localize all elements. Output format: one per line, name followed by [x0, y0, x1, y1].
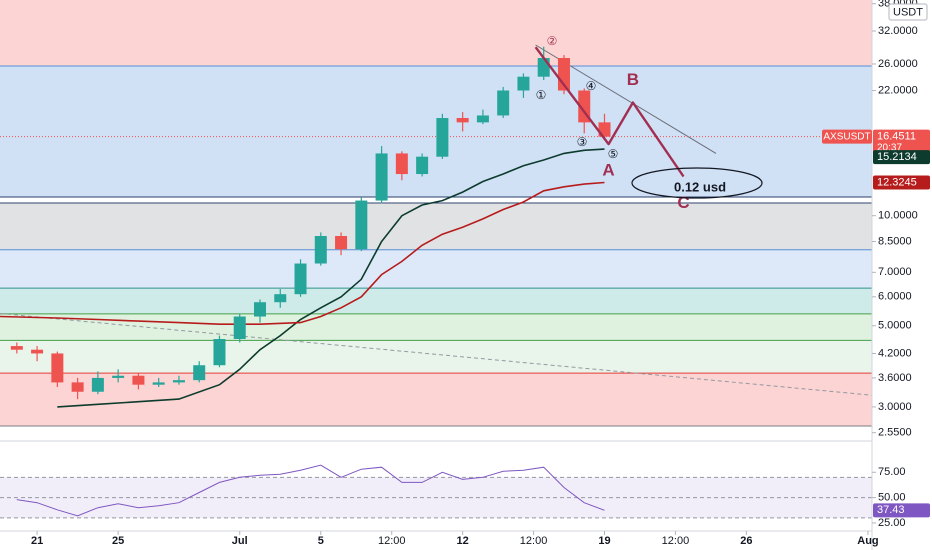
y-tick-label: 8.5000: [878, 235, 912, 247]
ma-value-box: [873, 175, 930, 190]
x-tick-label: 21: [31, 535, 43, 547]
level-band: [0, 0, 872, 67]
currency: USDT: [893, 6, 923, 18]
candle-body: [436, 118, 449, 157]
candle-body: [233, 316, 246, 340]
candle-body: [355, 200, 368, 250]
y-tick-label: 6.0000: [878, 291, 912, 303]
last-price: 16.4511: [877, 131, 916, 143]
y-tick-label: 5.0000: [878, 320, 912, 332]
x-tick-label: 12:00: [520, 535, 548, 547]
candle-body: [314, 236, 327, 264]
level-bands: [0, 0, 872, 427]
level-band: [0, 373, 872, 426]
countdown: 20:37: [877, 142, 902, 153]
candle-body: [395, 153, 408, 175]
level-band: [0, 66, 872, 197]
y-tick-label: 4.2000: [878, 347, 912, 359]
wave-path: [534, 46, 685, 178]
x-tick-label: 25: [112, 535, 124, 547]
y-tick-label: 32.0000: [878, 25, 918, 37]
level-band: [0, 203, 872, 250]
candle-body: [294, 263, 307, 295]
candle-body: [51, 353, 64, 383]
candle-body: [132, 375, 145, 385]
annotation-ellipse: [631, 167, 763, 199]
candle-body: [91, 377, 104, 392]
y-tick-label: 7.0000: [878, 266, 912, 278]
candle-body: [112, 375, 125, 378]
x-tick-label: 19: [598, 535, 610, 547]
x-tick-label: Jul: [232, 535, 248, 547]
candle-body: [517, 76, 530, 91]
ma-value: 15.2134: [877, 151, 917, 163]
y-tick-label: 3.0000: [878, 401, 912, 413]
currency-box[interactable]: [888, 3, 928, 21]
wave-number: ⑤: [608, 147, 619, 161]
x-tick-label: Aug: [857, 535, 878, 547]
trendline: [0, 313, 873, 396]
candle-body: [172, 380, 185, 383]
price-pane: A B C ① ② ③ ④ ⑤: [0, 34, 873, 519]
candle-body: [152, 382, 165, 385]
candle-body: [375, 153, 388, 201]
ma-value: 12.3245: [877, 176, 917, 188]
candle-body: [10, 346, 23, 350]
y-tick-label: 3.6000: [878, 372, 912, 384]
x-tick-label: 12:00: [378, 535, 406, 547]
candle-body: [537, 57, 550, 77]
level-band: [0, 288, 872, 314]
x-tick-label: 5: [318, 535, 324, 547]
wave-label: C: [677, 193, 689, 212]
wave-number: ①: [536, 88, 547, 102]
wave-number: ③: [577, 135, 588, 149]
x-tick-label: 12: [457, 535, 469, 547]
axes: 38.000032.000026.000022.000010.00008.500…: [31, 0, 930, 547]
candle-body: [253, 302, 266, 317]
last-price-box: [873, 129, 930, 156]
y-tick-label: 10.0000: [878, 210, 918, 222]
candle-body: [476, 115, 489, 123]
wave-label: A: [602, 161, 614, 180]
level-band: [0, 249, 872, 289]
candle-body: [213, 339, 226, 366]
candle-body: [31, 349, 44, 354]
candle-body: [497, 90, 510, 116]
rsi-line: [16, 464, 605, 517]
rsi-tick-label: 25.00: [878, 517, 906, 529]
candle-body: [71, 382, 84, 392]
rsi-value-box: [873, 503, 930, 518]
candle-body: [335, 236, 348, 250]
symbol: AXSUSDT: [823, 131, 870, 142]
level-band: [0, 313, 872, 341]
symbol-box: [822, 129, 872, 144]
moving-average: [0, 181, 605, 325]
candle-body: [274, 294, 287, 303]
wave-label: B: [627, 70, 639, 89]
moving-average: [57, 148, 605, 408]
x-tick-label: 26: [740, 535, 752, 547]
x-tick-label: 12:00: [662, 535, 690, 547]
level-band: [0, 340, 872, 374]
y-tick-label: 22.0000: [878, 84, 918, 96]
annotation-text: 0.12 usd: [674, 179, 726, 194]
rsi-tick-label: 50.00: [878, 492, 906, 504]
candle-body: [416, 156, 429, 175]
candle-body: [456, 118, 469, 123]
ma-value-box: [873, 150, 930, 165]
y-tick-label: 26.0000: [878, 58, 918, 70]
y-tick-label: 2.5500: [878, 427, 912, 439]
wave-number: ②: [547, 34, 558, 48]
candle-body: [193, 365, 206, 381]
rsi-tick-label: 75.00: [878, 466, 906, 478]
wave-number: ④: [586, 79, 597, 93]
rsi-value: 37.43: [877, 504, 905, 516]
